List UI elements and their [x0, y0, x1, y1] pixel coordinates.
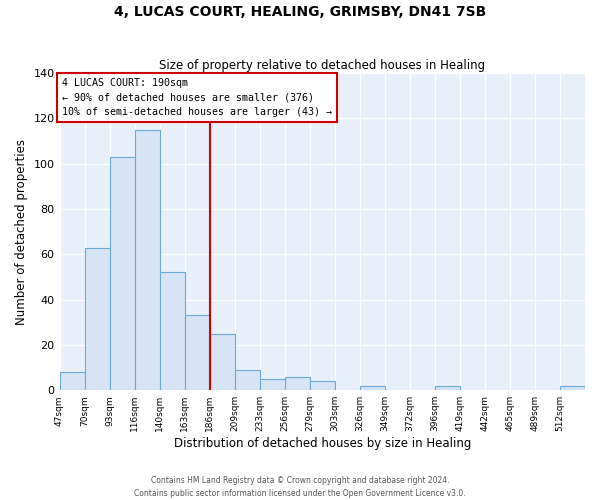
Bar [209, 334, 235, 390]
Text: 4, LUCAS COURT, HEALING, GRIMSBY, DN41 7SB: 4, LUCAS COURT, HEALING, GRIMSBY, DN41 7… [114, 5, 486, 19]
X-axis label: Distribution of detached houses by size in Healing: Distribution of detached houses by size … [173, 437, 471, 450]
Y-axis label: Number of detached properties: Number of detached properties [15, 138, 28, 324]
Bar [134, 130, 160, 390]
Bar [160, 272, 185, 390]
Bar [260, 379, 285, 390]
Bar [560, 386, 585, 390]
Bar [285, 376, 310, 390]
Bar [85, 248, 110, 390]
Title: Size of property relative to detached houses in Healing: Size of property relative to detached ho… [159, 59, 485, 72]
Bar [59, 372, 85, 390]
Bar [435, 386, 460, 390]
Text: 4 LUCAS COURT: 190sqm
← 90% of detached houses are smaller (376)
10% of semi-det: 4 LUCAS COURT: 190sqm ← 90% of detached … [62, 78, 332, 118]
Bar [310, 381, 335, 390]
Bar [185, 316, 209, 390]
Bar [110, 157, 134, 390]
Bar [360, 386, 385, 390]
Text: Contains HM Land Registry data © Crown copyright and database right 2024.
Contai: Contains HM Land Registry data © Crown c… [134, 476, 466, 498]
Bar [235, 370, 260, 390]
